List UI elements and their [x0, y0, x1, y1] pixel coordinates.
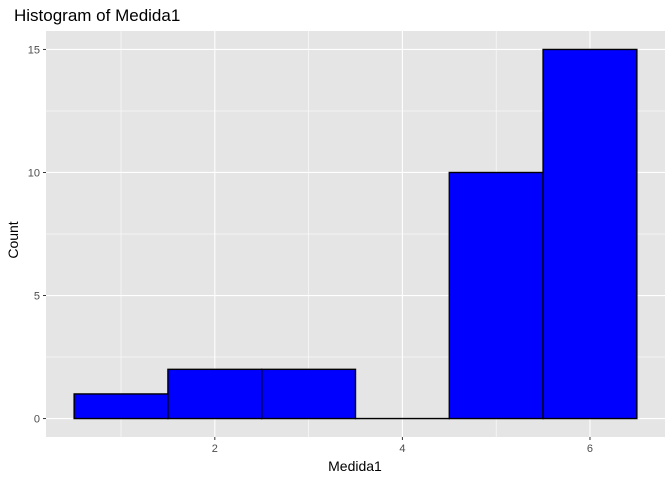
histogram-bar — [542, 48, 638, 420]
chart-title: Histogram of Medida1 — [14, 6, 180, 25]
histogram-bar — [448, 171, 544, 420]
y-axis: 0 5 10 15 — [28, 44, 46, 426]
y-tick-label: 15 — [28, 44, 40, 56]
histogram-bars — [73, 48, 638, 420]
x-tick-label: 2 — [212, 443, 218, 455]
histogram-bar — [73, 393, 169, 420]
y-tick-label: 10 — [28, 167, 40, 179]
y-tick-label: 0 — [34, 414, 40, 426]
histogram-bar — [167, 368, 263, 420]
y-axis-title: Count — [5, 221, 21, 258]
x-tick-label: 6 — [587, 443, 593, 455]
y-tick-label: 5 — [34, 291, 40, 303]
x-tick-label: 4 — [399, 443, 405, 455]
x-axis-title: Medida1 — [328, 458, 382, 474]
x-axis: 2 4 6 — [212, 437, 593, 455]
histogram-bar — [261, 368, 357, 420]
